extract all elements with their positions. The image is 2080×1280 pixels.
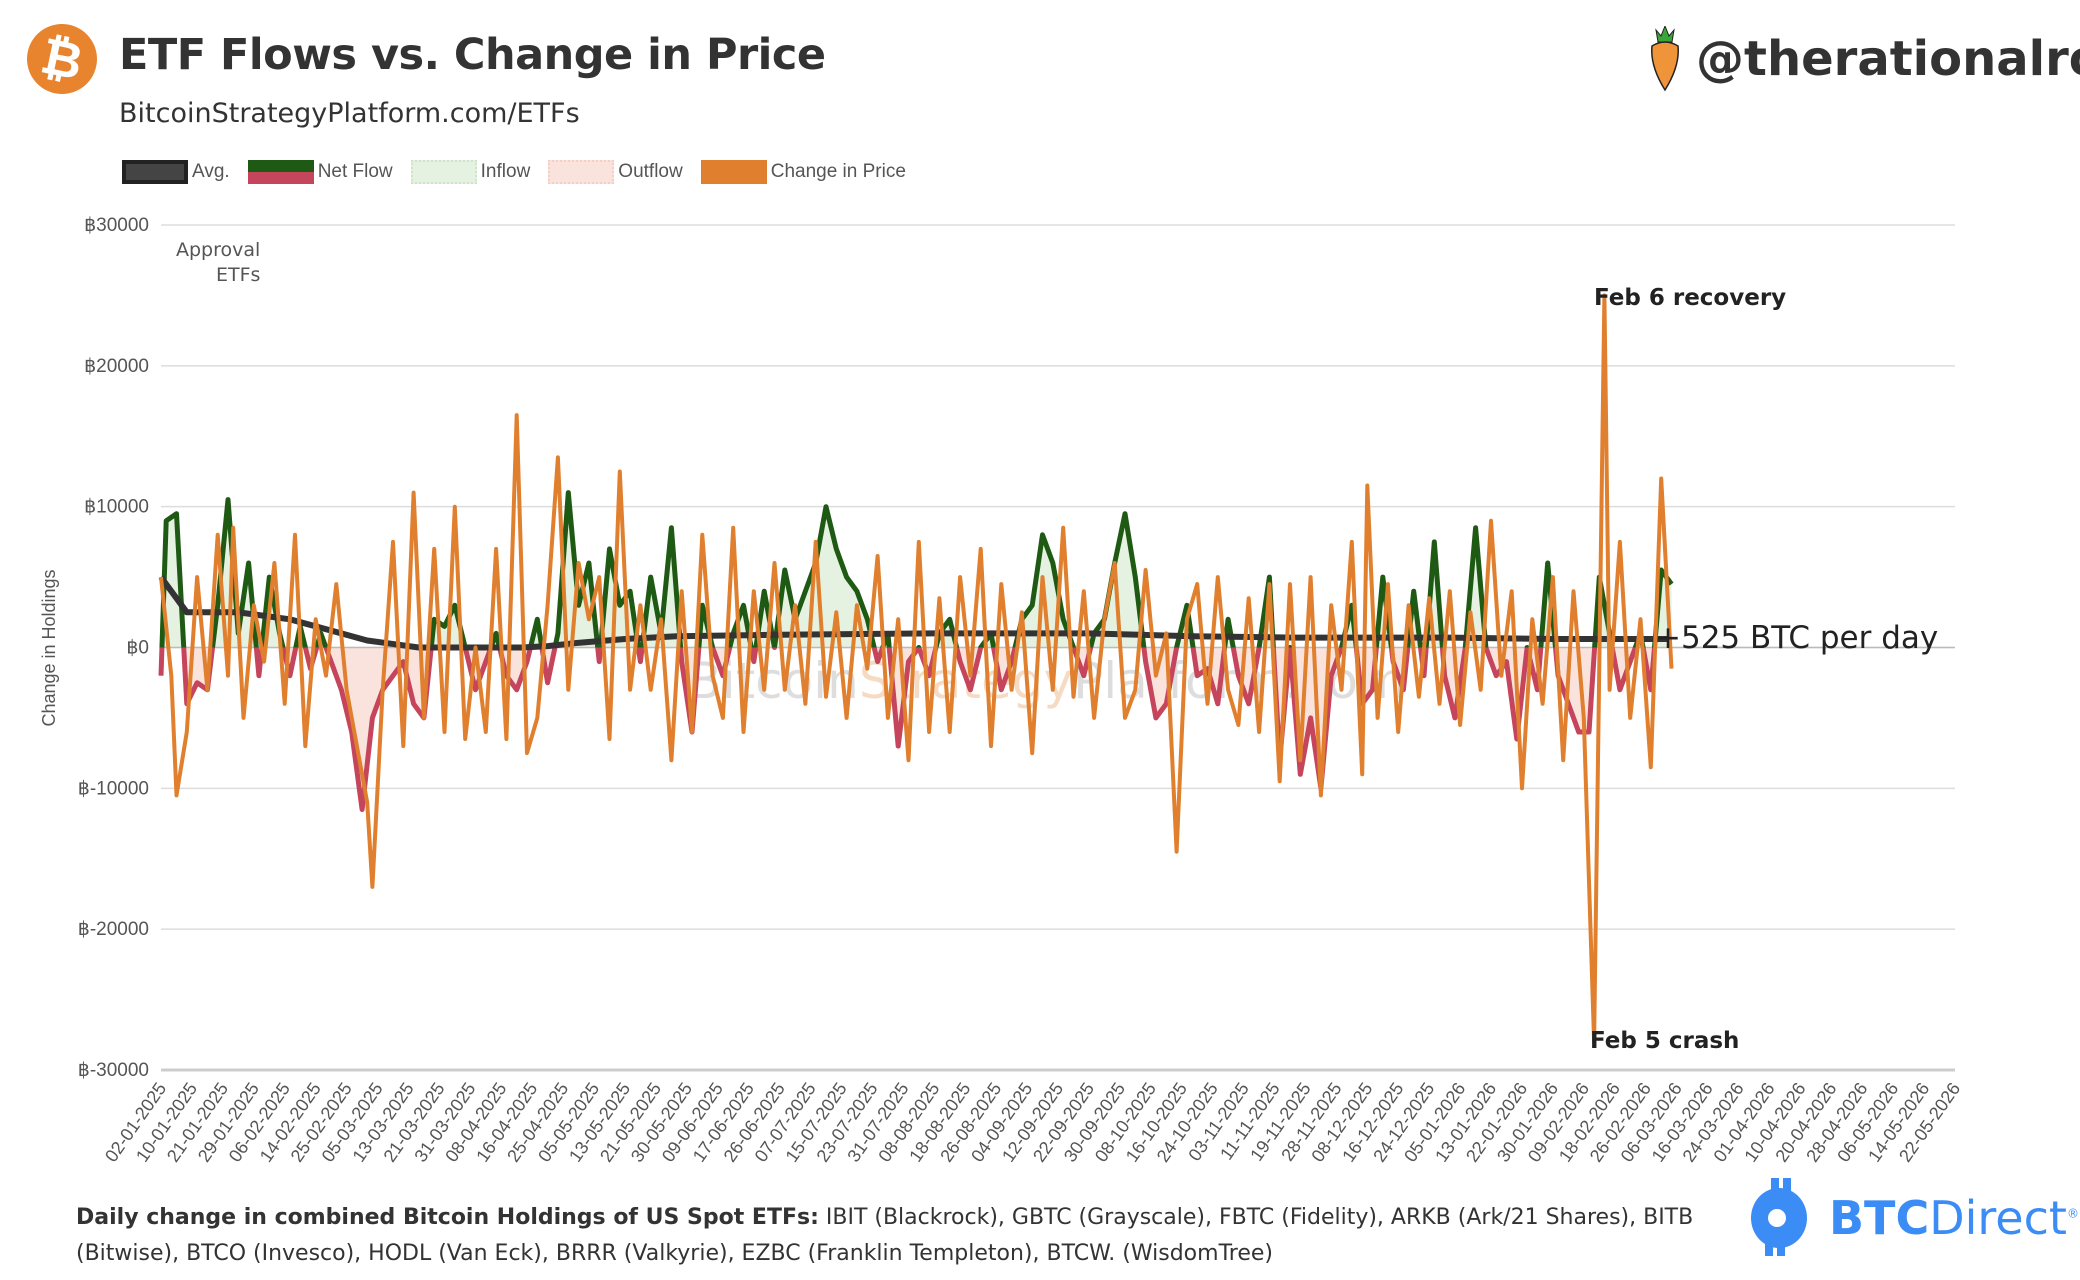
y-axis-ticks: ฿30000 ฿20000 ฿10000 ฿0 ฿-10000 ฿-20000 ฿-3000…	[78, 215, 149, 1081]
legend-swatch	[410, 160, 477, 184]
legend-label: Net Flow	[317, 161, 393, 182]
handle-text: @therationalroot	[1696, 31, 2080, 87]
chart-subtitle: BitcoinStrategyPlatform.com/ETFs	[119, 98, 580, 129]
recovery-annotation: Feb 6 recovery	[1594, 285, 1786, 311]
y-tick-label: ฿-10000	[78, 778, 149, 799]
legend-item-change-in-price[interactable]: Change in Price	[700, 160, 906, 184]
y-tick-label: ฿-30000	[78, 1060, 149, 1081]
footer-bold: Daily change in combined Bitcoin Holding…	[76, 1205, 819, 1230]
y-axis-title: Change in Holdings	[39, 569, 59, 726]
x-axis-ticks: 02-01-202510-01-202521-01-202529-01-2025…	[101, 1079, 1964, 1166]
gridlines	[161, 224, 1955, 1072]
legend-item-net-flow[interactable]: Net Flow	[247, 160, 393, 184]
legend-item-inflow[interactable]: Inflow	[410, 160, 531, 184]
footer-text: IBIT (Blackrock), GBTC (Grayscale), FBTC…	[76, 1205, 1694, 1266]
etf-flow-chart: ฿30000 ฿20000 ฿10000 ฿0 ฿-10000 ฿-20000 ฿-3000…	[39, 215, 1964, 1166]
btcdirect-logo: BTCDirect®	[1745, 1178, 2079, 1258]
legend-label: Avg.	[192, 161, 230, 182]
legend-swatch	[247, 160, 314, 184]
y-tick-label: ฿30000	[84, 215, 149, 236]
approval-annotation-line2: ETFs	[216, 264, 260, 286]
y-tick-label: ฿0	[126, 638, 149, 659]
legend-item-avg[interactable]: Avg.	[122, 160, 230, 184]
y-tick-label: ฿20000	[84, 356, 149, 377]
legend-swatch	[548, 160, 615, 184]
legend: Avg. Net Flow Inflow Outflow Change in P…	[122, 160, 916, 184]
brand-text: BTCDirect®	[1829, 1191, 2079, 1245]
series-group	[158, 293, 1955, 1044]
legend-label: Inflow	[480, 161, 531, 182]
chart-title: ETF Flows vs. Change in Price	[119, 30, 826, 80]
legend-swatch	[700, 160, 767, 184]
net-flow-line-positive	[159, 490, 1674, 648]
author-handle: @therationalroot	[1648, 26, 2080, 92]
avg-annotation: +525 BTC per day	[1655, 620, 1938, 656]
y-tick-label: ฿-20000	[78, 919, 149, 940]
legend-swatch	[122, 160, 188, 184]
change-in-price-line	[159, 293, 1674, 1044]
carrot-icon	[1651, 26, 1679, 92]
legend-label: Change in Price	[770, 161, 906, 182]
legend-item-outflow[interactable]: Outflow	[548, 160, 683, 184]
crash-annotation: Feb 5 crash	[1590, 1028, 1739, 1054]
legend-label: Outflow	[618, 161, 683, 182]
approval-annotation-line1: Approval	[176, 239, 260, 261]
btcdirect-coin-icon	[1751, 1178, 1807, 1256]
footer-note: Daily change in combined Bitcoin Holding…	[76, 1200, 1716, 1272]
y-tick-label: ฿10000	[84, 497, 149, 518]
